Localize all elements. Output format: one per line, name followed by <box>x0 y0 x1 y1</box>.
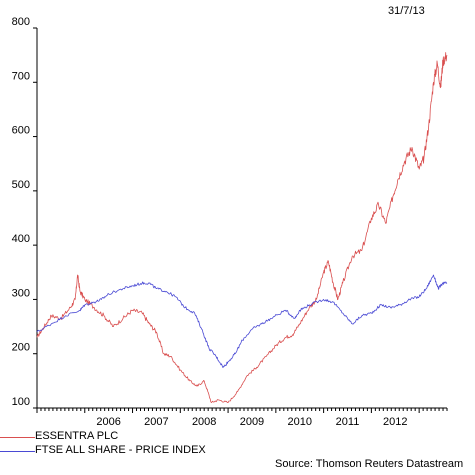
x-tick-label: 2012 <box>383 416 407 428</box>
series-line-essentra <box>36 52 448 404</box>
series-line-ftse <box>36 274 448 368</box>
x-tick-label: 2008 <box>192 416 216 428</box>
legend-label: ESSENTRA PLC <box>35 430 119 442</box>
x-tick-label: 2006 <box>96 416 120 428</box>
x-axis-ticks: 2006 2007 2008 2009 2010 2011 2012 <box>36 408 448 428</box>
y-axis-ticks: 100 200 300 400 500 600 700 800 <box>12 16 37 409</box>
y-tick-label: 700 <box>12 70 30 82</box>
date-label: 31/7/13 <box>388 5 425 17</box>
legend-swatch <box>0 451 35 452</box>
chart-axes <box>36 28 447 409</box>
y-tick-label: 500 <box>12 179 30 191</box>
x-tick-label: 2011 <box>336 416 360 428</box>
x-tick-label: 2007 <box>144 416 168 428</box>
y-tick-label: 100 <box>12 396 30 408</box>
y-tick-label: 800 <box>12 16 30 28</box>
y-tick-label: 600 <box>12 125 30 137</box>
legend-swatch <box>0 437 35 438</box>
y-tick-label: 400 <box>12 233 30 245</box>
x-tick-label: 2010 <box>287 416 311 428</box>
source-note: Source: Thomson Reuters Datastream <box>275 458 464 470</box>
x-tick-label: 2009 <box>240 416 264 428</box>
series-lines <box>36 52 448 404</box>
y-tick-label: 200 <box>12 342 30 354</box>
legend-label: FTSE ALL SHARE - PRICE INDEX <box>35 444 206 456</box>
y-tick-label: 300 <box>12 287 30 299</box>
